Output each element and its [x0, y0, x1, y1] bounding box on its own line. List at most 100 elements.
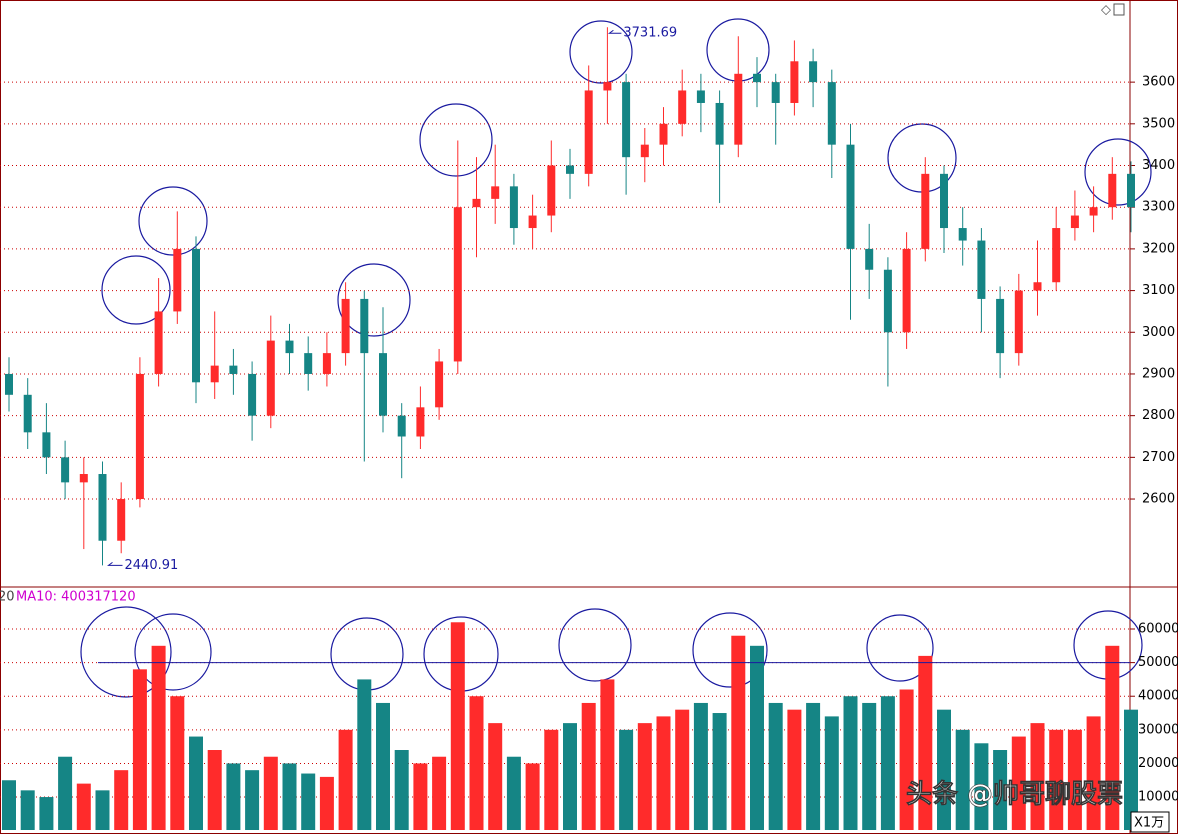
candle-body	[1108, 173, 1117, 208]
candle-body	[528, 215, 537, 229]
candle-body	[435, 361, 444, 408]
candle-body	[341, 298, 350, 354]
candle-body	[117, 499, 126, 541]
volume-bar	[245, 770, 260, 830]
volume-bar	[693, 702, 708, 830]
clipped-label: 20	[0, 590, 15, 605]
candle-body	[753, 73, 761, 83]
max-label: 3731.69	[623, 26, 677, 41]
candle-body	[42, 432, 51, 458]
volume-bar	[132, 669, 147, 830]
candle-body	[154, 311, 163, 374]
volume-bar	[824, 716, 839, 830]
y-tick-label: 3300	[1142, 200, 1175, 215]
volume-bar	[114, 770, 129, 830]
candle-body	[173, 248, 182, 312]
volume-bar	[937, 709, 951, 830]
volume-bar	[413, 763, 428, 830]
min-label: 2440.91	[125, 558, 179, 573]
volume-bar	[2, 780, 16, 830]
annotation-circles	[80, 18, 1152, 698]
candle-body	[23, 394, 32, 433]
candle-body	[98, 474, 107, 541]
volume-bar	[226, 763, 241, 830]
candle-body	[61, 457, 70, 483]
candle-body	[509, 186, 518, 229]
volume-bar	[469, 696, 484, 830]
volume-bar	[1067, 729, 1082, 830]
candle-body	[996, 298, 1005, 354]
y-tick-label: 30000	[1138, 722, 1178, 737]
volume-bar	[357, 679, 372, 830]
candle-body	[229, 365, 238, 374]
volume-bar	[95, 790, 110, 830]
candle-body	[622, 82, 631, 158]
volume-bar	[619, 729, 634, 830]
volume-bar	[301, 773, 316, 830]
candle-body	[734, 73, 743, 145]
candle-body	[379, 353, 387, 416]
candle-body	[977, 240, 986, 299]
candle-body	[1033, 282, 1042, 291]
volume-bar	[675, 709, 690, 830]
candle-body	[360, 298, 369, 354]
volume-bar	[637, 723, 652, 830]
volume-bar	[1030, 723, 1045, 830]
diamond-icon[interactable]: ◇	[1101, 3, 1111, 18]
watermark: 头条 @帅哥聊股票	[906, 780, 1123, 810]
volume-bar	[450, 622, 465, 830]
candle-body	[715, 102, 724, 145]
candle-body	[827, 82, 836, 145]
candle-body	[416, 407, 425, 437]
volume-bar	[338, 729, 353, 830]
volume-bar	[207, 750, 222, 830]
candle-body	[566, 165, 574, 174]
candle-body	[865, 248, 874, 270]
volume-bar	[899, 689, 914, 830]
volume-bar	[76, 783, 91, 830]
candle-body	[1127, 173, 1135, 208]
candle-body	[285, 340, 294, 354]
volume-bar	[525, 763, 540, 830]
candle-body	[958, 228, 967, 241]
volume-bar	[488, 723, 503, 830]
candle-body	[696, 90, 705, 103]
candle-body	[790, 61, 799, 103]
candle-body	[192, 248, 200, 383]
volume-bar	[151, 645, 166, 830]
box-icon[interactable]	[1113, 3, 1125, 16]
volume-bar	[170, 696, 185, 830]
candle-body	[659, 123, 668, 145]
candle-body	[883, 269, 892, 333]
candle-body	[547, 165, 556, 216]
arrow	[607, 29, 622, 34]
candle-body	[491, 186, 500, 199]
candle-body	[603, 82, 612, 91]
candle-body	[248, 373, 257, 416]
volume-bar	[319, 776, 334, 830]
candle-body	[472, 198, 481, 208]
candle-body	[940, 173, 948, 229]
y-tick-label: 3200	[1142, 241, 1175, 256]
volume-bar	[1086, 716, 1101, 830]
unit-box	[1130, 811, 1170, 833]
volume-bar	[974, 743, 989, 830]
volume-bar	[544, 729, 559, 830]
volume-bar	[880, 696, 895, 830]
candle-body	[1014, 290, 1023, 354]
candle-body	[266, 340, 275, 416]
y-tick-label: 20000	[1138, 756, 1178, 771]
volume-bar	[1011, 736, 1026, 830]
candle-body	[322, 353, 331, 374]
volume-bar	[563, 723, 577, 830]
y-tick-label: 3500	[1142, 116, 1175, 131]
volume-bar	[750, 645, 764, 830]
candle-body	[809, 61, 818, 83]
volume-bar	[376, 702, 390, 830]
candle-body	[1052, 228, 1061, 283]
y-tick-label: 3400	[1142, 158, 1175, 173]
unit-label: X1万	[1134, 816, 1164, 831]
y-tick-label: 2800	[1142, 408, 1175, 423]
candle-body	[902, 248, 911, 333]
